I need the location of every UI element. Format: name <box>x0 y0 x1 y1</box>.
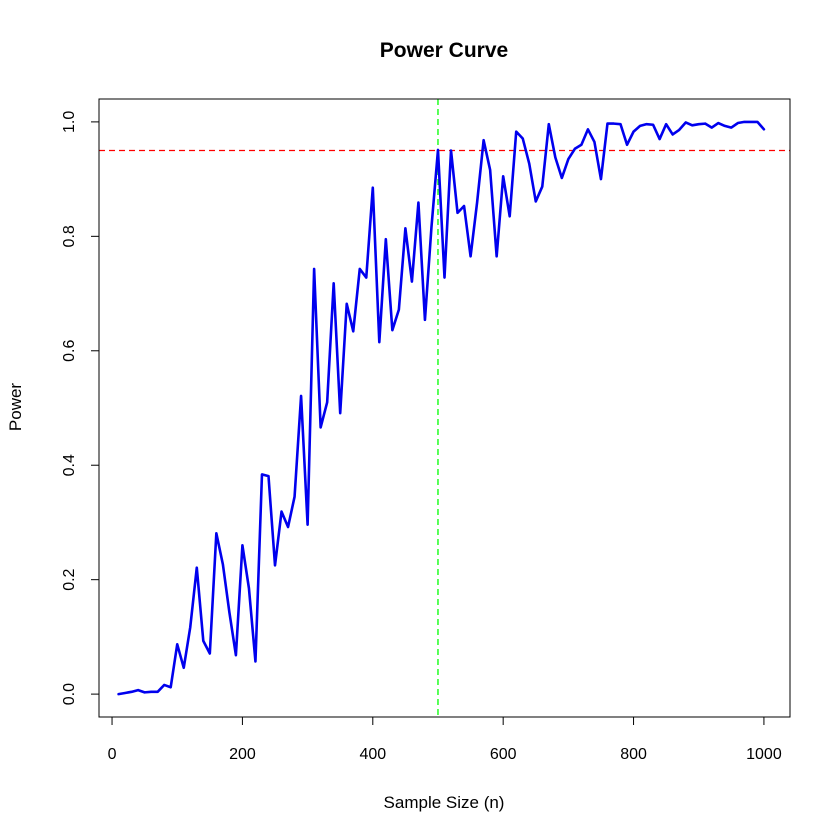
x-tick-label: 400 <box>359 746 386 763</box>
x-tick-label: 800 <box>620 746 647 763</box>
y-axis: 0.0 0.2 0.4 0.6 0.8 1.0 <box>61 111 100 705</box>
y-tick-label: 0.4 <box>61 454 78 476</box>
x-tick-label: 1000 <box>746 746 782 763</box>
x-tick-label: 0 <box>108 746 117 763</box>
x-axis: 0 200 400 600 800 1000 <box>108 716 782 763</box>
x-tick-label: 200 <box>229 746 256 763</box>
series-layer <box>117 120 766 696</box>
y-tick-label: 0.6 <box>61 340 78 362</box>
power-series-line <box>117 120 766 696</box>
y-tick-label: 0.0 <box>61 683 78 705</box>
y-tick-label: 0.8 <box>61 225 78 247</box>
y-axis-label: Power <box>6 383 25 432</box>
x-axis-label: Sample Size (n) <box>384 793 505 812</box>
plot-frame <box>98 98 791 718</box>
y-tick-label: 0.2 <box>61 568 78 590</box>
reference-lines <box>99 99 790 717</box>
y-tick-label: 1.0 <box>61 111 78 133</box>
x-tick-label: 600 <box>490 746 517 763</box>
chart-title: Power Curve <box>380 39 508 62</box>
